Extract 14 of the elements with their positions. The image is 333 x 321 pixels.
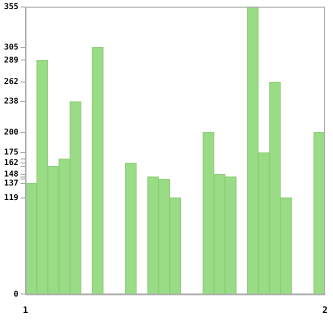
y-tick-label: 238 [4, 96, 19, 106]
y-tick-label: 148 [4, 169, 19, 178]
y-tick-label: 0 [14, 289, 19, 298]
x-tick-label: 2 [322, 306, 328, 316]
y-tick-label: 355 [4, 2, 19, 11]
y-tick-label: 162 [4, 158, 19, 168]
x-tick-label: 1 [22, 306, 28, 316]
y-tick-label: 305 [4, 42, 19, 52]
y-tick-label: 119 [4, 192, 19, 202]
y-tick-label: 200 [4, 127, 19, 136]
y-tick-label: 262 [4, 77, 19, 86]
y-tick-label: 137 [4, 178, 19, 188]
y-tick-label: 175 [4, 148, 19, 157]
y-tick-label: 289 [4, 55, 19, 64]
